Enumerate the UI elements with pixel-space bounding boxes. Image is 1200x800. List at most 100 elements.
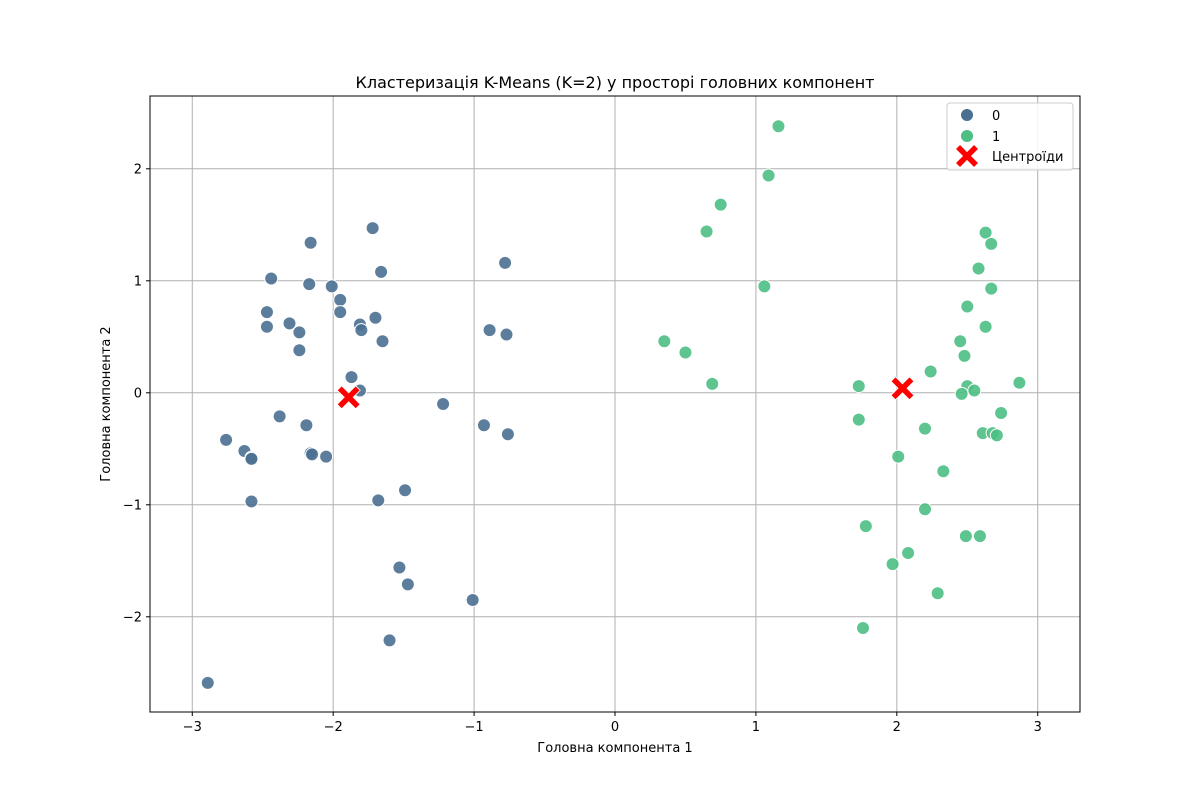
data-point-cluster-1	[891, 449, 906, 464]
y-tick-label: −1	[123, 498, 142, 513]
data-point-cluster-0	[392, 560, 407, 575]
centroid-marker	[336, 385, 361, 410]
data-point-cluster-0	[319, 449, 334, 464]
y-axis-label: Головна компонента 2	[99, 326, 114, 481]
data-point-cluster-1	[978, 225, 993, 240]
data-point-cluster-0	[259, 305, 274, 320]
y-tick-label: 1	[134, 274, 142, 289]
data-point-cluster-0	[292, 325, 307, 340]
data-point-cluster-0	[374, 264, 389, 279]
y-tick-label: 2	[134, 162, 142, 177]
data-point-cluster-1	[971, 261, 986, 276]
data-point-cluster-0	[498, 255, 513, 270]
data-point-cluster-0	[292, 343, 307, 358]
data-point-cluster-0	[368, 310, 383, 325]
data-point-cluster-0	[436, 397, 451, 411]
y-tick-label: 0	[134, 386, 142, 401]
x-tick-label: 2	[893, 720, 901, 735]
data-point-cluster-1	[960, 299, 975, 314]
data-point-cluster-0	[264, 271, 279, 286]
data-point-cluster-0	[476, 418, 491, 433]
data-point-cluster-0	[365, 221, 380, 236]
data-point-cluster-0	[354, 323, 369, 338]
data-point-cluster-0	[305, 447, 320, 462]
x-axis-label: Головна компонента 1	[537, 741, 692, 756]
data-point-cluster-0	[244, 494, 259, 509]
data-point-cluster-1	[923, 364, 938, 379]
data-point-cluster-1	[954, 386, 969, 401]
data-point-cluster-1	[699, 224, 714, 239]
x-tick-label: 3	[1034, 720, 1042, 735]
data-point-cluster-0	[375, 334, 390, 349]
x-tick-label: −3	[183, 720, 202, 735]
legend-marker-1	[960, 129, 974, 143]
data-point-cluster-1	[678, 345, 693, 360]
legend-marker-centroids	[954, 143, 980, 169]
data-point-cluster-1	[978, 319, 993, 334]
y-tick-label: −2	[123, 610, 142, 625]
legend-label-1: 1	[992, 130, 1000, 145]
data-point-cluster-1	[901, 545, 916, 560]
data-point-cluster-1	[856, 621, 870, 635]
data-point-cluster-1	[953, 334, 968, 349]
data-point-cluster-0	[299, 418, 314, 433]
data-point-cluster-0	[371, 493, 386, 508]
data-point-cluster-1	[972, 529, 987, 544]
data-point-cluster-0	[324, 279, 339, 294]
data-point-cluster-0	[482, 323, 497, 338]
data-point-cluster-0	[398, 483, 413, 498]
data-point-cluster-0	[303, 235, 318, 250]
data-point-cluster-0	[219, 432, 234, 447]
x-tick-label: 0	[611, 720, 619, 735]
data-point-cluster-1	[1012, 375, 1027, 390]
data-point-cluster-0	[499, 327, 514, 342]
x-tick-label: −2	[324, 720, 343, 735]
data-point-cluster-1	[705, 376, 720, 391]
data-point-cluster-0	[259, 319, 274, 334]
legend: 0 1 Центроїди	[946, 102, 1074, 171]
data-point-cluster-1	[851, 379, 866, 394]
data-point-cluster-1	[657, 334, 672, 349]
centroid-marker	[890, 376, 915, 401]
legend-box	[946, 102, 1074, 171]
data-point-cluster-0	[302, 277, 317, 292]
legend-label-centroids: Центроїди	[992, 150, 1063, 165]
data-point-cluster-1	[967, 383, 982, 398]
data-point-cluster-1	[713, 197, 728, 212]
data-point-cluster-1	[757, 279, 772, 294]
data-point-cluster-0	[333, 292, 348, 307]
x-tick-label: −1	[465, 720, 484, 735]
data-point-cluster-1	[885, 557, 900, 572]
grid	[150, 96, 1080, 712]
data-point-cluster-1	[958, 529, 973, 544]
data-point-cluster-1	[771, 119, 786, 134]
data-point-cluster-1	[984, 236, 999, 251]
data-point-cluster-0	[244, 451, 259, 466]
data-point-cluster-0	[333, 305, 348, 320]
data-point-cluster-0	[200, 675, 215, 690]
data-point-cluster-0	[400, 577, 415, 592]
data-point-cluster-1	[936, 464, 951, 479]
data-points	[200, 119, 1027, 690]
data-point-cluster-1	[930, 586, 945, 601]
data-point-cluster-1	[918, 502, 932, 517]
data-point-cluster-1	[957, 348, 972, 363]
data-point-cluster-1	[918, 421, 932, 436]
data-point-cluster-0	[465, 593, 480, 607]
data-point-cluster-1	[984, 281, 999, 296]
x-tick-label: 1	[752, 720, 760, 735]
data-point-cluster-0	[282, 316, 297, 331]
data-point-cluster-0	[500, 427, 515, 442]
legend-marker-0	[960, 108, 974, 122]
data-point-cluster-1	[989, 428, 1004, 443]
data-point-cluster-1	[858, 519, 873, 534]
chart-title: Кластеризація K-Means (K=2) у просторі г…	[356, 73, 875, 92]
data-point-cluster-0	[382, 633, 397, 648]
axis-ticks: −3 −2 −1 0 1 2 3 −2 −1 0 1 2	[123, 162, 1042, 735]
data-point-cluster-1	[994, 405, 1009, 420]
legend-label-0: 0	[992, 109, 1000, 124]
data-point-cluster-1	[851, 412, 866, 427]
centroid-markers	[336, 376, 915, 410]
data-point-cluster-1	[761, 168, 776, 183]
